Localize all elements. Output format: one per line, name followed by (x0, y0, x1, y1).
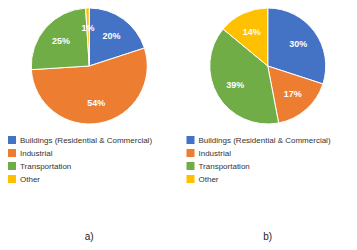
pie-slice (223, 8, 268, 66)
legend-swatch (8, 136, 16, 144)
data-label: 30% (289, 39, 307, 49)
legend-label: Buildings (Residential & Commercial) (20, 136, 152, 145)
legend-label: Transportation (199, 162, 250, 171)
legend-label: Industrial (199, 149, 232, 158)
legend-swatch (8, 149, 16, 157)
data-label: 54% (87, 98, 105, 108)
legend-label: Other (199, 175, 219, 184)
legend-label: Buildings (Residential & Commercial) (199, 136, 331, 145)
legend-item: Transportation (187, 162, 250, 171)
data-labels: 30% 17% 39% 14% (226, 27, 307, 99)
data-labels: 20% 54% 25% 1% (52, 23, 120, 108)
legend-item: Industrial (8, 149, 53, 158)
legend-swatch (187, 136, 195, 144)
legend-label: Transportation (20, 162, 71, 171)
legend: Buildings (Residential & Commercial) Indu… (8, 136, 152, 184)
legend-swatch (8, 162, 16, 170)
pie-chart: 30% 17% 39% 14% (210, 8, 326, 124)
data-label: 39% (226, 80, 244, 90)
chart-label: a) (85, 231, 94, 242)
legend-label: Industrial (20, 149, 53, 158)
data-label: 25% (52, 36, 70, 46)
legend: Buildings (Residential & Commercial) Indu… (187, 136, 331, 184)
legend-label: Other (20, 175, 40, 184)
data-label: 20% (102, 31, 120, 41)
chart-canvas: 20% 54% 25% 1% Buildings (Residential & Comm… (0, 0, 357, 250)
data-label: 17% (284, 89, 302, 99)
legend-swatch (8, 175, 16, 183)
legend-item: Buildings (Residential & Commercial) (8, 136, 152, 145)
legend-item: Transportation (8, 162, 71, 171)
data-label: 1% (82, 23, 95, 33)
legend-item: Industrial (187, 149, 232, 158)
legend-item: Buildings (Residential & Commercial) (187, 136, 331, 145)
data-label: 14% (243, 27, 261, 37)
legend-swatch (187, 175, 195, 183)
legend-item: Other (187, 175, 219, 184)
chart-label: b) (263, 231, 272, 242)
pie-chart: 20% 54% 25% 1% (31, 8, 147, 124)
legend-item: Other (8, 175, 40, 184)
legend-swatch (187, 162, 195, 170)
legend-swatch (187, 149, 195, 157)
pie-slice (86, 8, 90, 66)
pie-slice (31, 8, 89, 70)
